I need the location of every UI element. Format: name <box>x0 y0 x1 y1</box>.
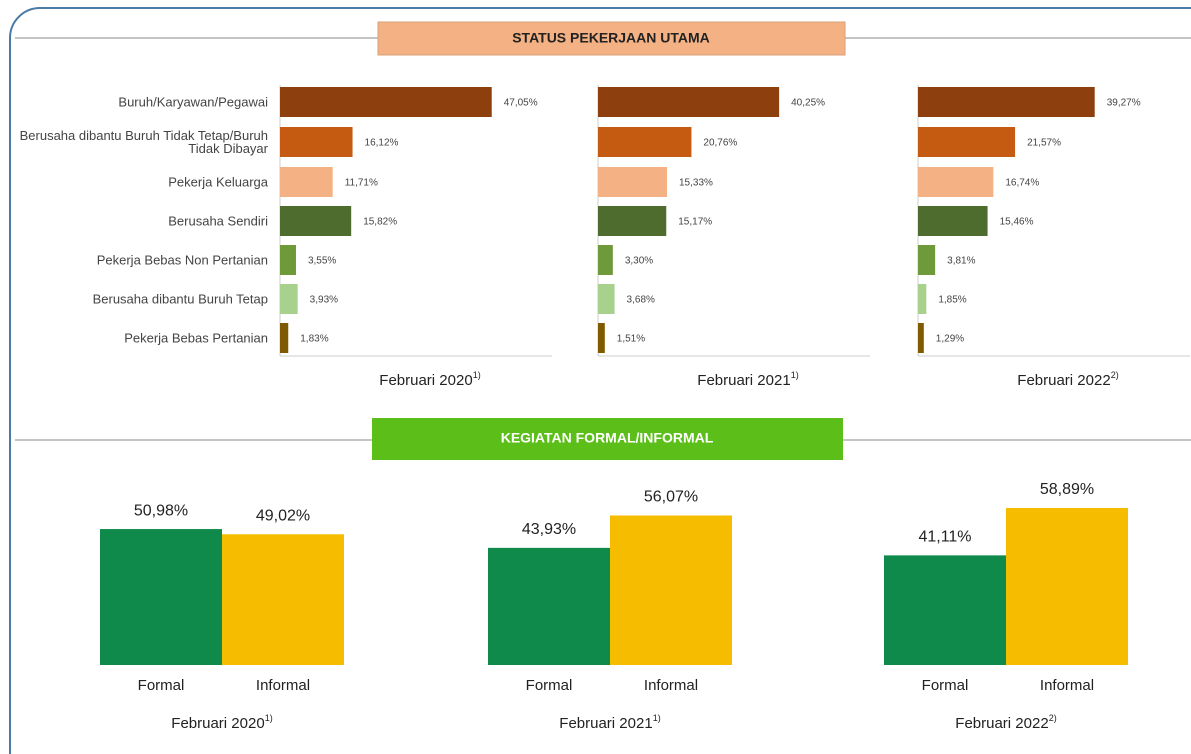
value-label: 1,51% <box>617 334 645 345</box>
panel-note: 2) <box>1049 713 1057 723</box>
header-box <box>372 418 843 460</box>
frame <box>9 7 1191 754</box>
value-label: 3,68% <box>627 295 655 306</box>
bar <box>598 206 667 236</box>
value-label: 3,55% <box>308 256 336 267</box>
panel-title: Februari 20211) <box>559 713 660 732</box>
section-title: KEGIATAN FORMAL/INFORMAL <box>501 430 714 446</box>
category-label: Informal <box>644 677 698 694</box>
bar <box>884 555 1006 665</box>
value-label: 41,11% <box>918 529 971 546</box>
value-label: 15,82% <box>363 217 397 228</box>
value-label: 15,46% <box>1000 217 1034 228</box>
category-label: Formal <box>922 677 969 694</box>
category-label: Berusaha dibantu Buruh Tetap <box>92 291 268 307</box>
bar <box>222 534 344 665</box>
bar <box>598 87 780 117</box>
category-label: Berusaha dibantu Buruh Tidak Tetap/Buruh… <box>19 128 268 156</box>
value-label: 1,85% <box>938 295 966 306</box>
value-label: 50,98% <box>134 502 188 519</box>
value-label: 43,93% <box>522 521 576 538</box>
panel-name: Februari 2022 <box>955 715 1048 732</box>
value-label: 3,81% <box>947 256 975 267</box>
value-label: 20,76% <box>703 138 737 149</box>
panel-note: 1) <box>653 713 661 723</box>
bar <box>598 167 667 197</box>
value-label: 1,83% <box>300 334 328 345</box>
value-label: 16,12% <box>365 138 399 149</box>
panel-title: Februari 20222) <box>1017 370 1118 389</box>
value-label: 15,33% <box>679 178 713 189</box>
bar <box>280 206 352 236</box>
category-label: Pekerja Bebas Non Pertanian <box>96 252 268 268</box>
value-label: 56,07% <box>644 489 698 506</box>
panel-note: 2) <box>1111 370 1119 380</box>
bar <box>918 167 994 197</box>
bar <box>280 127 353 157</box>
category-label: Berusaha Sendiri <box>168 213 268 229</box>
value-label: 40,25% <box>791 98 825 109</box>
bar <box>280 284 298 314</box>
panel-title: Februari 20201) <box>379 370 480 389</box>
bar <box>598 245 613 275</box>
category-label: Pekerja Keluarga <box>168 174 268 190</box>
bar <box>100 529 222 665</box>
panel-note: 1) <box>473 370 481 380</box>
category-label: Pekerja Bebas Pertanian <box>124 330 268 346</box>
value-label: 3,30% <box>625 256 653 267</box>
bar <box>488 547 610 665</box>
bar <box>280 87 492 117</box>
category-label: Formal <box>138 677 185 694</box>
panel-name: Februari 2020 <box>379 372 472 389</box>
bar <box>918 245 936 275</box>
panel-title: Februari 20211) <box>697 370 798 389</box>
bar <box>598 127 692 157</box>
bar <box>598 323 605 353</box>
panel-note: 1) <box>791 370 799 380</box>
value-label: 47,05% <box>504 98 538 109</box>
panel-name: Februari 2020 <box>171 715 264 732</box>
bar <box>918 284 927 314</box>
value-label: 15,17% <box>678 217 712 228</box>
panel-name: Februari 2022 <box>1017 372 1110 389</box>
panel-name: Februari 2021 <box>559 715 652 732</box>
bar <box>918 206 988 236</box>
header-box <box>377 21 846 56</box>
category-label: Informal <box>1040 677 1094 694</box>
value-label: 49,02% <box>256 507 310 524</box>
bar <box>598 284 615 314</box>
category-label: Formal <box>526 677 573 694</box>
bar <box>918 87 1095 117</box>
panel-title: Februari 20201) <box>171 713 272 732</box>
bar <box>1006 507 1128 665</box>
panel-title: Februari 20222) <box>955 713 1056 732</box>
value-label: 21,57% <box>1027 138 1061 149</box>
value-label: 58,89% <box>1040 481 1094 498</box>
value-label: 3,93% <box>310 295 338 306</box>
bar <box>918 323 924 353</box>
value-label: 39,27% <box>1107 98 1141 109</box>
panel-note: 1) <box>265 713 273 723</box>
panel-name: Februari 2021 <box>697 372 790 389</box>
category-label: Buruh/Karyawan/Pegawai <box>118 94 268 110</box>
bar <box>610 515 732 665</box>
value-label: 1,29% <box>936 334 964 345</box>
value-label: 11,71% <box>345 178 378 189</box>
bar <box>918 127 1016 157</box>
bar <box>280 167 333 197</box>
category-label: Informal <box>256 677 310 694</box>
bar <box>280 245 296 275</box>
section-title: STATUS PEKERJAAN UTAMA <box>512 30 710 46</box>
value-label: 16,74% <box>1005 178 1039 189</box>
bar <box>280 323 289 353</box>
